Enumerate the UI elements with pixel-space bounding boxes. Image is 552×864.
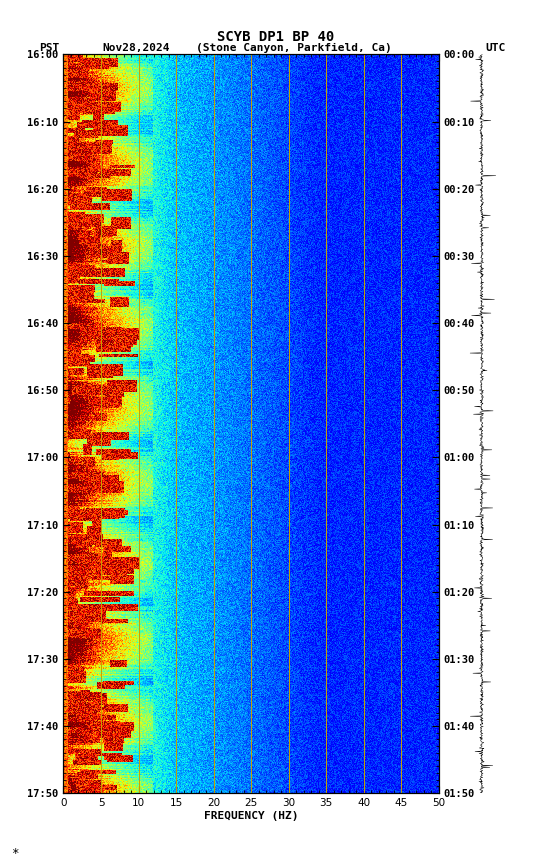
Text: PST: PST xyxy=(39,43,59,54)
Text: SCYB DP1 BP 40: SCYB DP1 BP 40 xyxy=(217,30,335,44)
Text: Nov28,2024: Nov28,2024 xyxy=(102,43,169,54)
X-axis label: FREQUENCY (HZ): FREQUENCY (HZ) xyxy=(204,810,299,821)
Text: UTC: UTC xyxy=(486,43,506,54)
Text: *: * xyxy=(11,847,19,860)
Text: (Stone Canyon, Parkfield, Ca): (Stone Canyon, Parkfield, Ca) xyxy=(196,43,392,54)
